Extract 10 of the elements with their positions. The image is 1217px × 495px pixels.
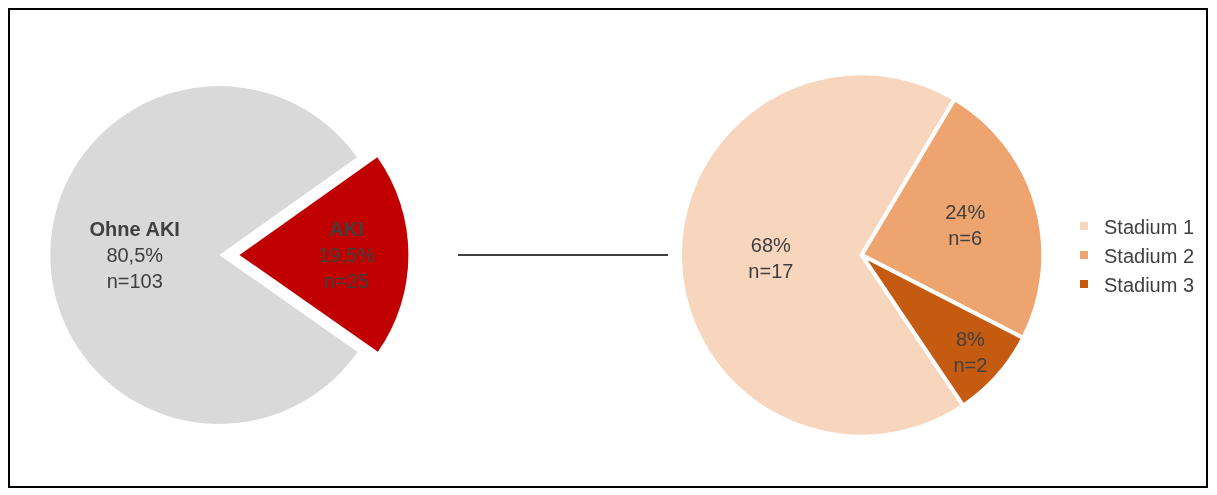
data-label: 8% n=2 (953, 327, 988, 376)
slice-label: Ohne AKI (89, 218, 180, 241)
data-label: 68% n=17 (748, 233, 794, 282)
slice-label: AKI (329, 217, 364, 240)
data-label: 19,5% n=25 (318, 243, 376, 292)
data-label: 24% n=6 (945, 201, 986, 250)
legend-label: Stadium 2 (1104, 244, 1195, 267)
legend-label: Stadium 1 (1104, 215, 1195, 238)
legend-label: Stadium 3 (1104, 273, 1195, 296)
data-label: 80,5% n=103 (106, 244, 164, 293)
